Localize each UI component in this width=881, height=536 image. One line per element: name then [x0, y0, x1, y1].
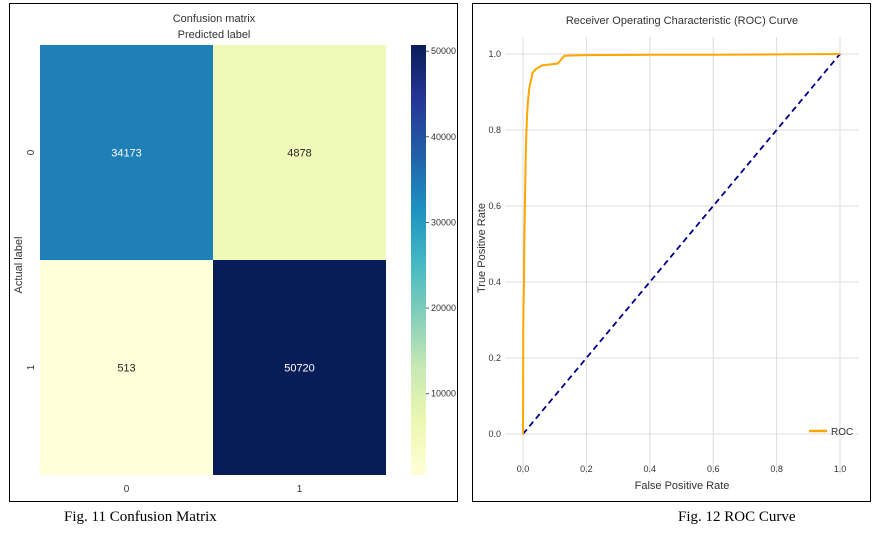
cell-value-label: 513: [117, 363, 135, 375]
figure-caption-right: Fig. 12 ROC Curve: [678, 509, 796, 525]
x-tick-label: 1: [297, 484, 303, 495]
colorbar-tick-label: 30000: [431, 217, 456, 227]
roc-curve-line: [522, 53, 841, 435]
y-tick-label: 1: [26, 364, 37, 370]
heatmap-cell: [213, 260, 386, 475]
legend-label-roc: ROC: [831, 427, 853, 438]
colorbar-tick-label: 20000: [431, 303, 456, 313]
x-tick-label: 0.2: [580, 464, 593, 474]
plot-area: [505, 37, 859, 474]
cell-value-label: 50720: [284, 363, 315, 375]
heatmap-cell: [40, 260, 213, 475]
colorbar-tick-label: 10000: [431, 389, 456, 399]
colorbar: [411, 45, 426, 475]
colorbar-tick-label: 40000: [431, 132, 456, 142]
x-axis-label: False Positive Rate: [635, 480, 730, 492]
confusion-matrix-svg: Confusion matrix Predicted label 34173 48…: [13, 13, 456, 495]
x-tick-label: 0.6: [707, 464, 720, 474]
y-axis-label: True Positive Rate: [476, 203, 488, 293]
roc-curve-panel: Receiver Operating Characteristic (ROC) …: [472, 3, 871, 502]
x-tick-label: 0.8: [770, 464, 783, 474]
roc-curve-svg: Receiver Operating Characteristic (ROC) …: [476, 15, 859, 492]
x-tick-label: 0.4: [644, 464, 657, 474]
chart-subtitle: Predicted label: [178, 29, 251, 41]
y-tick-label: 0.6: [488, 201, 501, 211]
chart-title: Confusion matrix: [173, 13, 256, 25]
figure-caption-left: Fig. 11 Confusion Matrix: [64, 509, 217, 525]
chance-line: [522, 53, 841, 435]
y-tick-label: 0.8: [488, 125, 501, 135]
y-tick-label: 0.4: [488, 277, 501, 287]
heatmap-cell: [40, 45, 213, 260]
y-tick-label: 0: [26, 149, 37, 155]
y-tick-label: 0.0: [488, 429, 501, 439]
x-tick-label: 0.0: [517, 464, 530, 474]
x-tick-label: 0: [124, 484, 130, 495]
chart-title: Receiver Operating Characteristic (ROC) …: [566, 15, 798, 27]
heatmap-cell: [213, 45, 386, 260]
cell-value-label: 4878: [287, 148, 311, 160]
cell-value-label: 34173: [111, 148, 142, 160]
colorbar-tick-label: 50000: [431, 46, 456, 56]
y-axis-label: Actual label: [13, 237, 25, 294]
x-tick-label: 1.0: [834, 464, 847, 474]
y-tick-label: 1.0: [488, 49, 501, 59]
confusion-matrix-panel: Confusion matrix Predicted label 34173 48…: [9, 3, 458, 502]
legend: ROC: [809, 427, 853, 438]
y-tick-label: 0.2: [488, 353, 501, 363]
